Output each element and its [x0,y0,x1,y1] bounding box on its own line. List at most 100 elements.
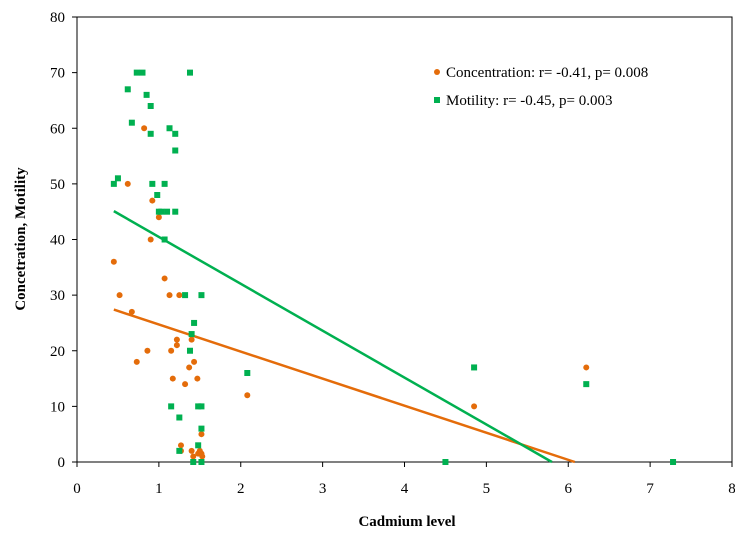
data-point-motility [161,180,168,187]
data-point-motility [190,459,197,465]
data-point-motility [147,103,154,109]
plot-area [76,16,733,463]
data-point-motility [244,370,251,376]
data-point-concentration [141,125,148,132]
data-point-motility [133,69,140,76]
data-point-motility [176,447,183,454]
x-tick-label: 4 [401,481,409,497]
data-point-motility [191,319,198,326]
data-point-concentration [176,292,183,299]
data-point-motility [147,130,154,137]
x-axis-title: Cadmium level [358,514,455,530]
legend: Concentration: r= -0.41, p= 0.008 Motilit… [434,65,648,109]
data-point-motility [471,364,478,371]
data-point-concentration [128,308,135,315]
data-point-concentration [471,403,478,410]
data-point-motility [172,147,179,154]
data-point-motility [166,125,173,132]
data-point-motility [110,180,117,187]
data-point-concentration [173,342,180,349]
data-point-motility [186,69,193,76]
trendline-series-2 [113,210,553,464]
x-tick-label: 0 [73,481,81,497]
y-tick-label: 30 [50,288,65,304]
data-point-concentration [110,258,117,265]
data-point-concentration [161,275,168,282]
data-point-concentration [144,347,151,354]
data-point-motility [158,208,165,215]
data-point-concentration [188,336,195,343]
data-point-motility [182,292,189,299]
y-tick-label: 10 [50,399,65,415]
data-point-motility [172,208,179,215]
data-point-motility [114,175,121,182]
plot-border [76,16,733,463]
data-point-concentration [168,347,175,354]
y-tick-label: 40 [50,233,65,249]
x-tick-label: 8 [728,481,735,497]
data-point-motility [168,403,175,410]
data-point-motility [149,180,156,187]
data-point-motility [161,236,168,243]
data-point-concentration [198,431,205,438]
x-tick-label: 6 [565,481,573,497]
y-tick-label: 20 [50,344,65,360]
data-point-motility [139,69,146,76]
data-point-motility [198,403,205,410]
data-point-concentration [147,236,154,243]
x-tick-label: 1 [155,481,163,497]
y-tick-label: 0 [58,455,66,471]
y-tick-label: 70 [50,66,65,82]
data-point-concentration [133,358,140,365]
data-point-concentration [583,364,590,371]
data-point-motility [124,86,131,93]
data-point-motility [186,347,193,354]
data-point-motility [172,130,179,137]
data-point-motility [583,381,590,388]
data-point-motility [670,459,677,465]
data-point-concentration [191,358,198,365]
data-point-concentration [166,292,173,299]
x-tick-label: 2 [237,481,245,497]
data-point-motility [143,91,150,98]
data-point-concentration [188,447,195,454]
data-point-motility [198,425,205,432]
x-tick-label: 3 [319,481,327,497]
data-point-concentration [190,453,197,460]
data-point-motility [128,119,135,126]
data-point-concentration [199,453,206,460]
legend-marker-concentration [434,69,440,75]
data-point-motility [442,459,449,465]
data-point-concentration [182,381,189,388]
data-point-concentration [124,180,131,187]
data-point-concentration [169,375,176,382]
data-point-concentration [155,214,162,221]
data-point-concentration [194,375,201,382]
data-point-concentration [116,292,123,299]
data-point-motility [164,208,171,215]
data-point-concentration [177,442,184,449]
y-tick-label: 60 [50,121,65,137]
data-point-concentration [173,336,180,343]
legend-marker-motility [434,97,440,103]
x-tick-label: 7 [646,481,654,497]
data-point-motility [154,192,161,198]
data-points [110,69,677,465]
trendlines [113,210,576,464]
data-point-concentration [149,197,156,204]
y-axis-title: Concetration, Motility [13,167,29,311]
x-axis: 0 1 2 3 4 5 6 7 8 [73,462,735,497]
data-point-motility [198,292,205,299]
legend-label-series-2: Motility: r= -0.45, p= 0.003 [446,93,613,109]
x-tick-label: 5 [483,481,491,497]
y-tick-label: 50 [50,177,65,193]
data-point-motility [176,414,183,421]
y-axis: 0 10 20 30 40 50 60 70 80 [50,10,77,471]
data-point-motility [195,403,202,410]
y-tick-label: 80 [50,10,65,26]
data-point-motility [188,331,195,338]
data-point-motility [195,442,202,449]
data-point-concentration [244,392,251,399]
legend-label-series-1: Concentration: r= -0.41, p= 0.008 [446,65,648,81]
